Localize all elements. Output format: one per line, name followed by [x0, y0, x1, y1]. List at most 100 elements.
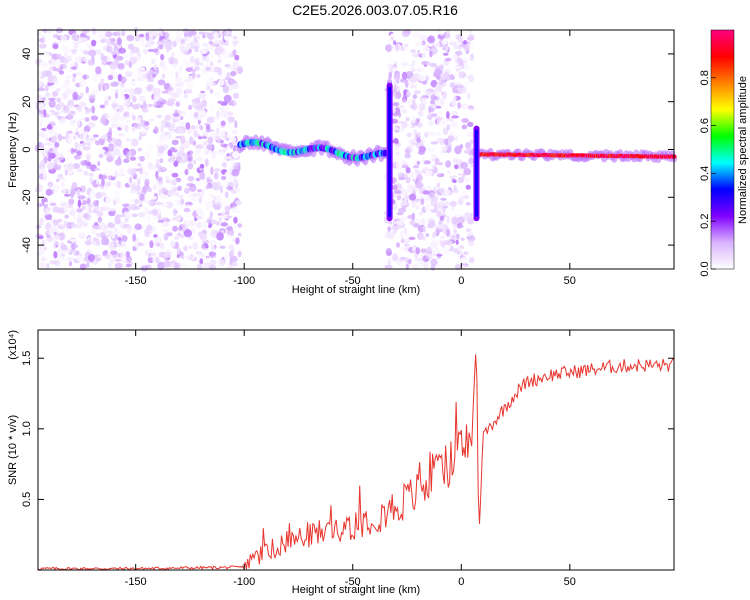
noise-blob	[46, 263, 50, 268]
spectrogram-x-tick-label: 0	[458, 275, 464, 287]
noise-blob	[227, 233, 232, 240]
noise-blob	[226, 186, 234, 191]
noise-blob	[175, 30, 183, 38]
noise-blob	[125, 70, 133, 78]
noise-blob	[88, 93, 96, 99]
noise-blob	[418, 212, 423, 216]
noise-blob	[428, 105, 432, 113]
noise-blob	[409, 76, 418, 83]
noise-blob	[159, 242, 164, 249]
noise-blob	[430, 264, 436, 271]
noise-blob	[453, 228, 457, 234]
noise-blob	[451, 216, 458, 225]
noise-blob	[151, 165, 157, 171]
noise-blob	[418, 103, 426, 111]
spectrogram-noise-layer	[34, 26, 476, 272]
noise-blob	[95, 233, 102, 237]
noise-blob	[422, 236, 426, 241]
noise-blob	[77, 222, 82, 228]
noise-blob	[197, 189, 203, 193]
noise-blob	[147, 248, 152, 254]
noise-blob	[92, 200, 99, 207]
noise-blob	[59, 176, 65, 181]
noise-blob	[394, 95, 399, 99]
noise-blob	[85, 86, 90, 94]
noise-blob	[412, 94, 418, 100]
noise-blob	[204, 148, 208, 153]
noise-blob	[160, 125, 164, 133]
noise-blob	[85, 206, 89, 214]
noise-blob	[157, 219, 165, 223]
noise-blob	[62, 92, 69, 100]
noise-blob	[135, 168, 142, 172]
noise-blob	[99, 104, 106, 109]
noise-blob	[102, 227, 107, 233]
noise-blob	[400, 62, 409, 66]
noise-blob	[402, 45, 408, 52]
noise-blob	[153, 126, 159, 135]
noise-blob	[95, 192, 103, 199]
noise-blob	[46, 162, 55, 170]
noise-blob	[224, 205, 231, 212]
noise-blob	[177, 151, 182, 157]
noise-blob	[183, 94, 188, 99]
noise-blob	[220, 110, 228, 118]
noise-blob	[161, 73, 166, 80]
noise-blob	[468, 73, 475, 82]
noise-blob	[396, 242, 400, 248]
noise-blob	[70, 147, 75, 155]
noise-blob	[65, 75, 72, 79]
noise-blob	[168, 56, 174, 65]
noise-blob	[74, 55, 83, 64]
noise-blob	[467, 252, 471, 256]
spectrogram-y-tick-label: -20	[21, 189, 33, 205]
noise-blob	[149, 240, 154, 249]
noise-blob	[73, 216, 78, 221]
noise-blob	[434, 157, 440, 166]
noise-blob	[456, 57, 463, 65]
noise-blob	[199, 171, 206, 180]
noise-blob	[458, 44, 463, 48]
noise-blob	[50, 135, 57, 144]
snr-x-axis-label: Height of straight line (km)	[292, 584, 420, 596]
noise-blob	[407, 187, 413, 193]
noise-blob	[71, 32, 78, 41]
noise-blob	[192, 241, 199, 250]
noise-blob	[99, 204, 107, 213]
noise-blob	[166, 180, 171, 184]
noise-blob	[182, 28, 190, 34]
noise-blob	[386, 44, 392, 53]
noise-blob	[206, 86, 211, 90]
noise-blob	[217, 138, 221, 144]
noise-blob	[97, 216, 103, 223]
noise-blob	[70, 243, 79, 249]
noise-blob	[218, 40, 224, 48]
noise-blob	[72, 91, 78, 100]
noise-blob	[53, 78, 59, 86]
noise-blob	[152, 48, 159, 53]
noise-blob	[217, 100, 224, 104]
noise-blob	[430, 240, 439, 249]
noise-blob	[220, 120, 226, 127]
noise-blob	[237, 250, 242, 258]
noise-blob	[172, 40, 177, 48]
noise-blob	[464, 177, 470, 182]
noise-blob	[443, 244, 451, 251]
noise-blob	[414, 41, 423, 47]
noise-blob	[44, 142, 53, 147]
noise-blob	[424, 204, 432, 212]
noise-blob	[76, 208, 83, 213]
noise-blob	[98, 153, 104, 159]
noise-blob	[467, 235, 476, 242]
noise-blob	[112, 71, 118, 77]
noise-blob	[209, 61, 214, 67]
noise-blob	[188, 219, 196, 227]
noise-blob	[144, 249, 149, 256]
noise-blob	[154, 201, 163, 206]
noise-blob	[405, 232, 410, 238]
noise-blob	[442, 205, 449, 209]
noise-blob	[161, 221, 170, 227]
noise-blob	[88, 253, 95, 262]
noise-blob	[468, 107, 475, 111]
